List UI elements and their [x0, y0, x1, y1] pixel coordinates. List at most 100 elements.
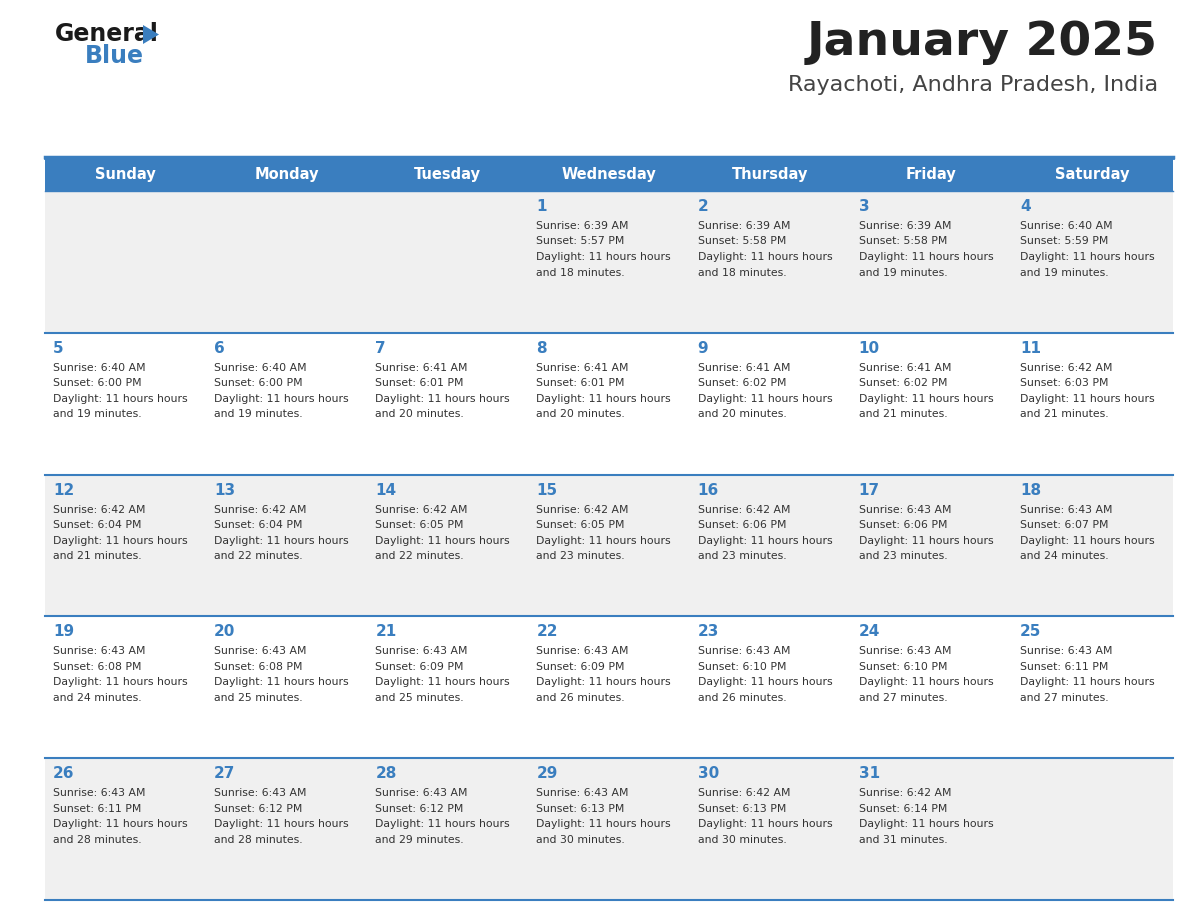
Text: Monday: Monday — [254, 167, 318, 182]
Text: Sunrise: 6:40 AM: Sunrise: 6:40 AM — [53, 363, 146, 373]
Text: and 28 minutes.: and 28 minutes. — [53, 834, 141, 845]
Text: Sunset: 6:04 PM: Sunset: 6:04 PM — [53, 521, 141, 530]
Text: and 18 minutes.: and 18 minutes. — [697, 267, 786, 277]
Text: Daylight: 11 hours hours: Daylight: 11 hours hours — [375, 819, 510, 829]
Text: Daylight: 11 hours hours: Daylight: 11 hours hours — [859, 677, 993, 688]
Bar — [529, 158, 689, 191]
Text: Sunset: 6:02 PM: Sunset: 6:02 PM — [859, 378, 947, 388]
Text: Sunrise: 6:43 AM: Sunrise: 6:43 AM — [537, 646, 628, 656]
Text: Daylight: 11 hours hours: Daylight: 11 hours hours — [53, 819, 188, 829]
Text: Daylight: 11 hours hours: Daylight: 11 hours hours — [697, 394, 833, 404]
Text: Sunset: 5:59 PM: Sunset: 5:59 PM — [1019, 237, 1108, 247]
Text: Sunset: 6:08 PM: Sunset: 6:08 PM — [214, 662, 303, 672]
Text: Sunset: 6:13 PM: Sunset: 6:13 PM — [537, 803, 625, 813]
Text: Daylight: 11 hours hours: Daylight: 11 hours hours — [537, 535, 671, 545]
Text: Sunset: 6:01 PM: Sunset: 6:01 PM — [375, 378, 463, 388]
Text: Sunrise: 6:42 AM: Sunrise: 6:42 AM — [214, 505, 307, 515]
Text: and 28 minutes.: and 28 minutes. — [214, 834, 303, 845]
Text: Sunrise: 6:42 AM: Sunrise: 6:42 AM — [1019, 363, 1112, 373]
Text: Daylight: 11 hours hours: Daylight: 11 hours hours — [375, 394, 510, 404]
Text: Sunrise: 6:43 AM: Sunrise: 6:43 AM — [537, 789, 628, 798]
Text: Sunrise: 6:39 AM: Sunrise: 6:39 AM — [537, 221, 628, 231]
Text: Daylight: 11 hours hours: Daylight: 11 hours hours — [859, 252, 993, 262]
Text: Sunset: 6:11 PM: Sunset: 6:11 PM — [53, 803, 141, 813]
Text: 1: 1 — [537, 199, 546, 214]
Text: Sunset: 6:08 PM: Sunset: 6:08 PM — [53, 662, 141, 672]
Text: and 20 minutes.: and 20 minutes. — [375, 409, 465, 420]
Text: Sunrise: 6:42 AM: Sunrise: 6:42 AM — [53, 505, 145, 515]
Text: Daylight: 11 hours hours: Daylight: 11 hours hours — [214, 677, 349, 688]
Text: 28: 28 — [375, 767, 397, 781]
Text: and 24 minutes.: and 24 minutes. — [53, 693, 141, 703]
Text: Sunrise: 6:43 AM: Sunrise: 6:43 AM — [214, 789, 307, 798]
Text: Sunrise: 6:43 AM: Sunrise: 6:43 AM — [53, 646, 145, 656]
Text: and 20 minutes.: and 20 minutes. — [697, 409, 786, 420]
Text: Sunrise: 6:41 AM: Sunrise: 6:41 AM — [375, 363, 468, 373]
Text: January 2025: January 2025 — [807, 20, 1158, 65]
Bar — [45, 158, 207, 191]
Text: Daylight: 11 hours hours: Daylight: 11 hours hours — [859, 394, 993, 404]
Text: Daylight: 11 hours hours: Daylight: 11 hours hours — [537, 677, 671, 688]
Text: Sunset: 6:02 PM: Sunset: 6:02 PM — [697, 378, 786, 388]
Text: Sunrise: 6:43 AM: Sunrise: 6:43 AM — [375, 789, 468, 798]
Text: Daylight: 11 hours hours: Daylight: 11 hours hours — [537, 252, 671, 262]
Text: Sunrise: 6:39 AM: Sunrise: 6:39 AM — [859, 221, 952, 231]
Polygon shape — [143, 25, 159, 44]
Text: 10: 10 — [859, 341, 880, 356]
Text: Sunrise: 6:39 AM: Sunrise: 6:39 AM — [697, 221, 790, 231]
Text: Sunset: 6:12 PM: Sunset: 6:12 PM — [375, 803, 463, 813]
Text: and 27 minutes.: and 27 minutes. — [859, 693, 947, 703]
Text: Sunset: 6:10 PM: Sunset: 6:10 PM — [859, 662, 947, 672]
Text: and 26 minutes.: and 26 minutes. — [697, 693, 786, 703]
Text: Daylight: 11 hours hours: Daylight: 11 hours hours — [537, 394, 671, 404]
Bar — [45, 333, 1173, 475]
Text: and 21 minutes.: and 21 minutes. — [1019, 409, 1108, 420]
Text: Daylight: 11 hours hours: Daylight: 11 hours hours — [697, 819, 833, 829]
Text: and 24 minutes.: and 24 minutes. — [1019, 551, 1108, 561]
Text: Sunset: 6:12 PM: Sunset: 6:12 PM — [214, 803, 303, 813]
Bar — [207, 158, 367, 191]
Text: 7: 7 — [375, 341, 386, 356]
Text: 3: 3 — [859, 199, 870, 214]
Text: and 19 minutes.: and 19 minutes. — [859, 267, 947, 277]
Text: Daylight: 11 hours hours: Daylight: 11 hours hours — [375, 677, 510, 688]
Text: Sunset: 6:00 PM: Sunset: 6:00 PM — [53, 378, 141, 388]
Text: Saturday: Saturday — [1055, 167, 1130, 182]
Text: and 20 minutes.: and 20 minutes. — [537, 409, 625, 420]
Text: Rayachoti, Andhra Pradesh, India: Rayachoti, Andhra Pradesh, India — [788, 75, 1158, 95]
Text: Sunrise: 6:43 AM: Sunrise: 6:43 AM — [859, 646, 952, 656]
Text: Sunset: 6:01 PM: Sunset: 6:01 PM — [537, 378, 625, 388]
Text: Sunset: 6:05 PM: Sunset: 6:05 PM — [375, 521, 463, 530]
Text: Sunrise: 6:43 AM: Sunrise: 6:43 AM — [375, 646, 468, 656]
Bar — [689, 158, 851, 191]
Text: Sunset: 5:58 PM: Sunset: 5:58 PM — [859, 237, 947, 247]
Text: 13: 13 — [214, 483, 235, 498]
Text: Daylight: 11 hours hours: Daylight: 11 hours hours — [1019, 394, 1155, 404]
Text: 23: 23 — [697, 624, 719, 640]
Text: Sunrise: 6:43 AM: Sunrise: 6:43 AM — [53, 789, 145, 798]
Text: Sunset: 5:57 PM: Sunset: 5:57 PM — [537, 237, 625, 247]
Bar — [45, 616, 1173, 758]
Text: Daylight: 11 hours hours: Daylight: 11 hours hours — [214, 394, 349, 404]
Text: Daylight: 11 hours hours: Daylight: 11 hours hours — [1019, 252, 1155, 262]
Text: Sunset: 6:00 PM: Sunset: 6:00 PM — [214, 378, 303, 388]
Text: and 18 minutes.: and 18 minutes. — [537, 267, 625, 277]
Text: 21: 21 — [375, 624, 397, 640]
Text: Sunset: 6:14 PM: Sunset: 6:14 PM — [859, 803, 947, 813]
Text: Sunrise: 6:43 AM: Sunrise: 6:43 AM — [214, 646, 307, 656]
Text: Daylight: 11 hours hours: Daylight: 11 hours hours — [375, 535, 510, 545]
Text: 9: 9 — [697, 341, 708, 356]
Text: General: General — [55, 22, 159, 46]
Text: and 22 minutes.: and 22 minutes. — [375, 551, 463, 561]
Text: Daylight: 11 hours hours: Daylight: 11 hours hours — [53, 535, 188, 545]
Text: 25: 25 — [1019, 624, 1041, 640]
Text: and 29 minutes.: and 29 minutes. — [375, 834, 463, 845]
Text: 22: 22 — [537, 624, 558, 640]
Text: Daylight: 11 hours hours: Daylight: 11 hours hours — [214, 535, 349, 545]
Text: Sunrise: 6:42 AM: Sunrise: 6:42 AM — [537, 505, 628, 515]
Bar — [45, 758, 1173, 900]
Bar — [851, 158, 1012, 191]
Text: Sunrise: 6:42 AM: Sunrise: 6:42 AM — [859, 789, 952, 798]
Text: 27: 27 — [214, 767, 235, 781]
Text: and 19 minutes.: and 19 minutes. — [53, 409, 141, 420]
